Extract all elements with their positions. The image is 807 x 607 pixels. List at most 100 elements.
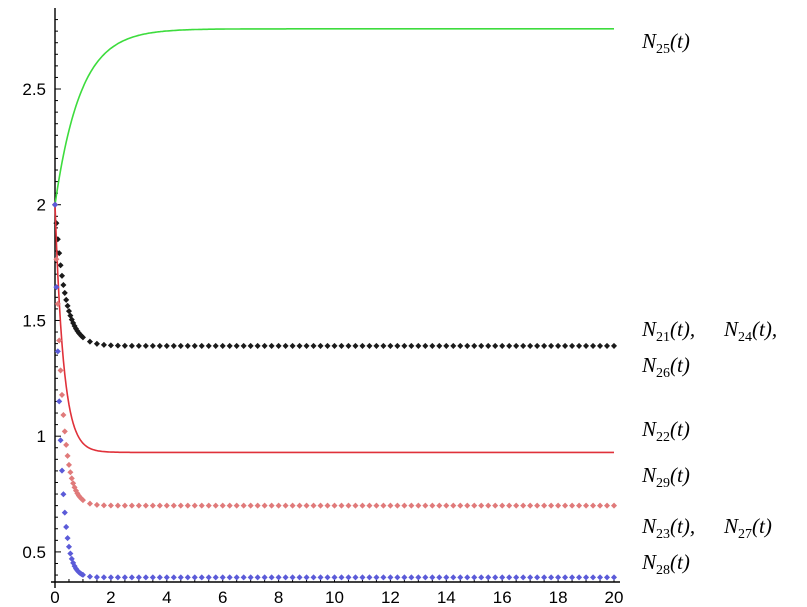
data-point [310,342,317,349]
series-line [54,28,614,205]
data-point [107,502,114,509]
data-point [212,502,219,509]
data-point [135,574,142,581]
data-point [261,574,268,581]
data-point [212,342,219,349]
data-point [394,502,401,509]
data-point [576,574,583,581]
data-point [338,574,345,581]
data-point [345,502,352,509]
data-point [240,574,247,581]
data-point [156,342,163,349]
data-point [366,342,373,349]
data-point [275,342,282,349]
data-point [415,502,422,509]
data-point [610,502,618,509]
data-point [338,342,345,349]
data-point [233,502,240,509]
data-point [254,502,261,509]
data-point [63,296,70,303]
data-point [401,342,408,349]
data-point [380,342,387,349]
data-point [422,342,429,349]
series-group [51,28,618,581]
data-point [303,574,310,581]
data-point [177,574,184,581]
data-point [324,502,331,509]
data-point [296,574,303,581]
data-point [555,342,562,349]
data-point [471,502,478,509]
data-point [499,502,506,509]
series-line [54,204,614,454]
data-point [513,574,520,581]
data-point [128,502,135,509]
data-point [520,502,527,509]
x-tick-label: 0 [50,588,59,607]
data-point [408,502,415,509]
data-point [268,342,275,349]
data-point [114,502,121,509]
data-point [177,342,184,349]
data-point [65,543,72,550]
data-point [527,342,534,349]
data-point [345,342,352,349]
data-point [422,574,429,581]
data-point [163,502,170,509]
data-point [548,502,555,509]
data-point [282,502,289,509]
y-tick-label: 1 [37,427,46,446]
data-point [548,574,555,581]
data-point [506,502,513,509]
data-point [366,502,373,509]
data-point [58,467,66,474]
data-point [60,281,67,288]
label-n21: N21(t), [641,317,695,345]
data-point [541,342,548,349]
data-point [471,574,478,581]
data-point [373,502,380,509]
label-n26: N26(t) [641,353,690,381]
data-point [555,502,562,509]
data-point [64,535,71,542]
data-point [373,574,380,581]
x-tick-label: 16 [493,588,512,607]
data-point [324,574,331,581]
series-labels: N25(t) N21(t), N24(t), N26(t) N22(t) N29(t) N2… [641,29,777,578]
data-point [541,574,548,581]
data-point [429,502,436,509]
data-point [429,342,436,349]
data-point [534,342,541,349]
data-point [296,342,303,349]
data-point [63,441,70,448]
data-point [170,502,177,509]
data-point [177,502,184,509]
data-point [156,502,163,509]
data-point [443,574,450,581]
y-tick-label: 1.5 [22,311,46,330]
data-point [331,502,338,509]
axes [51,8,620,588]
data-point [54,348,61,355]
data-point [205,502,212,509]
data-point [79,571,86,578]
data-point [436,342,443,349]
data-point [394,342,401,349]
label-n25: N25(t) [641,29,690,57]
x-tick-label: 14 [437,588,456,607]
data-point [506,574,513,581]
data-point [450,502,457,509]
data-point [282,574,289,581]
data-point [590,574,597,581]
series-points [51,201,618,509]
x-tick-label: 2 [106,588,115,607]
data-point [254,574,261,581]
data-point [408,342,415,349]
data-point [380,502,387,509]
data-point [499,342,506,349]
data-point [534,574,541,581]
data-point [53,256,60,263]
data-point [597,574,604,581]
data-point [60,491,67,498]
label-n27: N27(t) [723,514,772,542]
